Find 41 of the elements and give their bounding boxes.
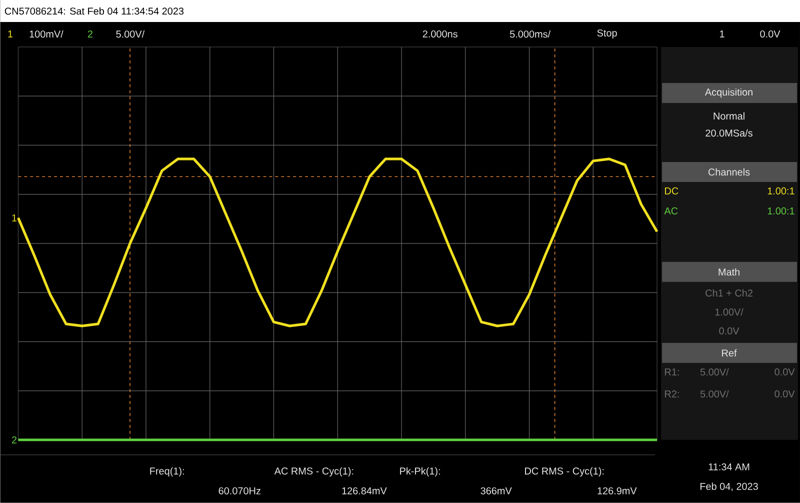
text: Ref bbox=[722, 349, 737, 357]
text: 100mV/ bbox=[30, 30, 64, 38]
text: 5.000ms/ bbox=[510, 30, 551, 38]
text: Normal bbox=[714, 112, 744, 120]
text: 5.00V/ bbox=[116, 30, 145, 38]
text: AC bbox=[664, 207, 678, 215]
text: 1.00:1 bbox=[768, 207, 794, 215]
series-label: 2 bbox=[12, 436, 17, 444]
text: 5.00V/ bbox=[700, 390, 729, 398]
text: Feb 04, 2023 bbox=[700, 482, 758, 492]
text: 0.0V bbox=[774, 368, 795, 376]
text: Stop bbox=[597, 30, 617, 39]
text: 2 bbox=[88, 30, 92, 38]
text: 1.00:1 bbox=[768, 187, 794, 195]
text: 2.000ns bbox=[422, 30, 458, 38]
text: R1: bbox=[665, 368, 679, 376]
text: 11:34 AM bbox=[708, 463, 750, 470]
text: 1 bbox=[8, 30, 12, 38]
text: 366mV bbox=[480, 487, 512, 494]
text: 1.00V/ bbox=[715, 308, 744, 316]
text: Freq(1): bbox=[150, 467, 184, 477]
text: R2: bbox=[665, 390, 679, 398]
text: DC RMS - Cyc(1): bbox=[525, 467, 604, 477]
text: AC RMS - Cyc(1): bbox=[274, 467, 354, 477]
text: 5.00V/ bbox=[700, 368, 729, 376]
text: 0.0V bbox=[774, 390, 795, 398]
text: 126.9mV bbox=[598, 487, 637, 494]
text: 0.0V bbox=[719, 327, 740, 334]
text: Math bbox=[718, 268, 740, 276]
text: DC bbox=[665, 187, 678, 195]
series-label: 1 bbox=[12, 214, 17, 222]
text: 20.0MSa/s bbox=[706, 129, 752, 137]
text: Channels bbox=[708, 168, 750, 176]
text: Pk-Pk(1): bbox=[400, 467, 440, 477]
text: Acquisition bbox=[704, 88, 752, 98]
text: 1 bbox=[720, 30, 724, 38]
text: 60.070Hz bbox=[218, 487, 260, 494]
text: 126.84mV bbox=[342, 487, 387, 494]
chart-title: CN57086214: Sat Feb 04 11:34:54 2023 bbox=[4, 7, 184, 15]
text: 0.0V bbox=[760, 30, 780, 38]
text: Ch1 + Ch2 bbox=[706, 289, 752, 297]
